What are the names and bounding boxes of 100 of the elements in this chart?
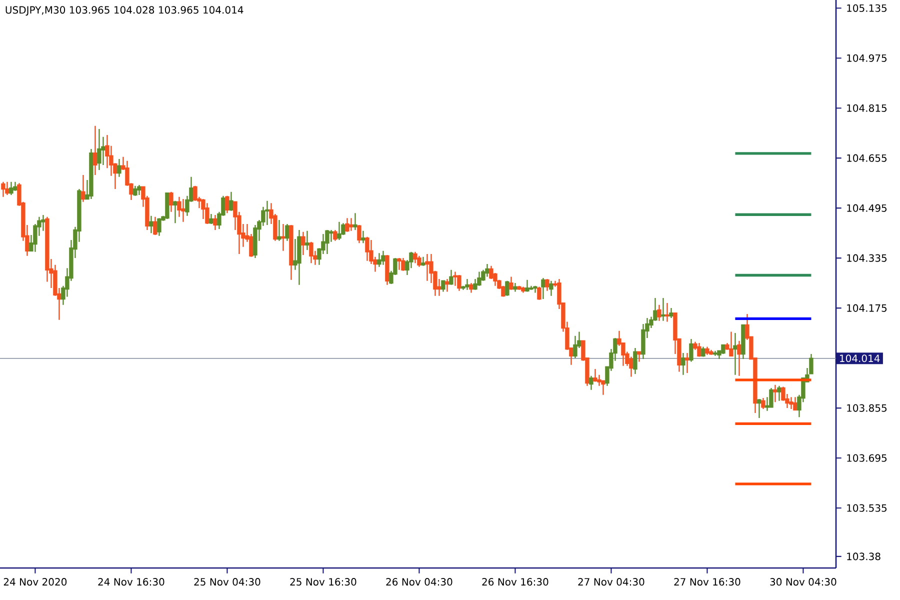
x-tick-label: 27 Nov 04:30 <box>578 578 644 586</box>
candlestick <box>525 279 530 292</box>
candlestick <box>1 181 6 198</box>
y-tick-label: 104.815 <box>847 104 887 112</box>
candlestick <box>89 148 94 200</box>
candlestick <box>81 174 86 202</box>
candlestick <box>513 282 518 292</box>
y-tick-label: 103.38 <box>847 552 880 560</box>
candlestick <box>397 257 402 271</box>
x-tick-label: 25 Nov 04:30 <box>194 578 260 586</box>
candlestick <box>169 191 174 212</box>
y-tick-label: 104.335 <box>847 254 887 262</box>
candlestick <box>445 278 450 292</box>
candlestick <box>385 254 390 286</box>
x-tick-label: 26 Nov 04:30 <box>386 578 452 586</box>
candlestick <box>737 340 742 376</box>
candlestick <box>333 229 338 242</box>
candlestick <box>733 332 738 376</box>
candlestick <box>449 269 454 286</box>
candlestick <box>425 253 430 282</box>
y-tick-label: 103.855 <box>847 404 887 412</box>
candlestick <box>353 212 358 231</box>
candlestick <box>465 278 470 291</box>
candlestick <box>457 274 462 292</box>
candlestick <box>789 396 794 410</box>
candlestick <box>309 241 314 264</box>
candlestick <box>229 191 234 212</box>
candlestick <box>421 256 426 266</box>
y-tick-label: 104.975 <box>847 54 887 62</box>
candlestick <box>201 198 206 220</box>
x-tick-label: 24 Nov 16:30 <box>98 578 164 586</box>
y-tick-label: 104.175 <box>847 304 887 312</box>
candlestick <box>133 185 138 196</box>
x-tick-label: 26 Nov 16:30 <box>482 578 548 586</box>
candlestick <box>381 250 386 266</box>
candlestick <box>93 125 98 176</box>
candlestick <box>541 277 546 300</box>
candlestick <box>721 344 726 355</box>
y-tick-label: 103.535 <box>847 504 887 512</box>
candlestick <box>225 195 230 214</box>
candlestick <box>549 280 554 296</box>
candlestick <box>573 335 578 359</box>
candlestick <box>697 342 702 358</box>
candlestick <box>277 219 282 242</box>
candlestick <box>685 352 690 374</box>
y-tick-label: 104.495 <box>847 204 887 212</box>
candlestick <box>661 297 666 322</box>
candlestick <box>213 214 218 231</box>
candlestick <box>517 285 522 291</box>
candlestick <box>153 216 158 236</box>
candlestick <box>165 192 170 220</box>
candlestick <box>325 229 330 255</box>
candlestick <box>13 181 18 192</box>
y-tick-label: 103.695 <box>847 454 887 462</box>
candlestick <box>629 356 634 378</box>
candlestick <box>401 257 406 272</box>
x-tick-label: 25 Nov 16:30 <box>290 578 356 586</box>
candlestick <box>757 398 762 419</box>
candlestick <box>297 229 302 286</box>
candlestick <box>729 331 734 356</box>
candlestick <box>533 285 538 294</box>
candlestick <box>357 224 362 244</box>
candlestick <box>593 368 598 382</box>
candlestick <box>181 198 186 222</box>
candlestick <box>657 304 662 322</box>
candlestick <box>305 230 310 251</box>
candlestick <box>337 221 342 241</box>
candlestick <box>361 230 366 244</box>
candlestick <box>117 158 122 178</box>
candlestick <box>301 231 306 256</box>
candlestick <box>289 224 294 281</box>
candlestick <box>349 217 354 232</box>
candlestick <box>149 215 154 234</box>
candlestick <box>417 255 422 268</box>
candlestick <box>209 213 214 225</box>
candlestick <box>265 200 270 226</box>
candlestick <box>285 223 290 242</box>
candlestick <box>173 200 178 224</box>
candlestick <box>705 346 710 356</box>
y-tick-label: 104.655 <box>847 154 887 162</box>
candlestick <box>665 302 670 322</box>
candlestick <box>509 276 514 291</box>
candlestick <box>633 347 638 375</box>
candlestick <box>713 350 718 356</box>
x-tick-label: 27 Nov 16:30 <box>674 578 740 586</box>
candlestick <box>377 252 382 268</box>
candlestick <box>341 222 346 236</box>
candlestick <box>413 251 418 264</box>
candlestick <box>477 271 482 286</box>
candlestick <box>777 385 782 402</box>
candlestick <box>253 224 258 259</box>
candlestick <box>741 324 746 360</box>
candlestick <box>205 202 210 225</box>
candlestick <box>589 375 594 391</box>
candlestick <box>793 396 798 411</box>
candlestick <box>365 236 370 262</box>
candlestick <box>97 128 102 171</box>
candlestick <box>9 181 14 196</box>
candlestick <box>709 349 714 356</box>
candlestick <box>537 286 542 301</box>
